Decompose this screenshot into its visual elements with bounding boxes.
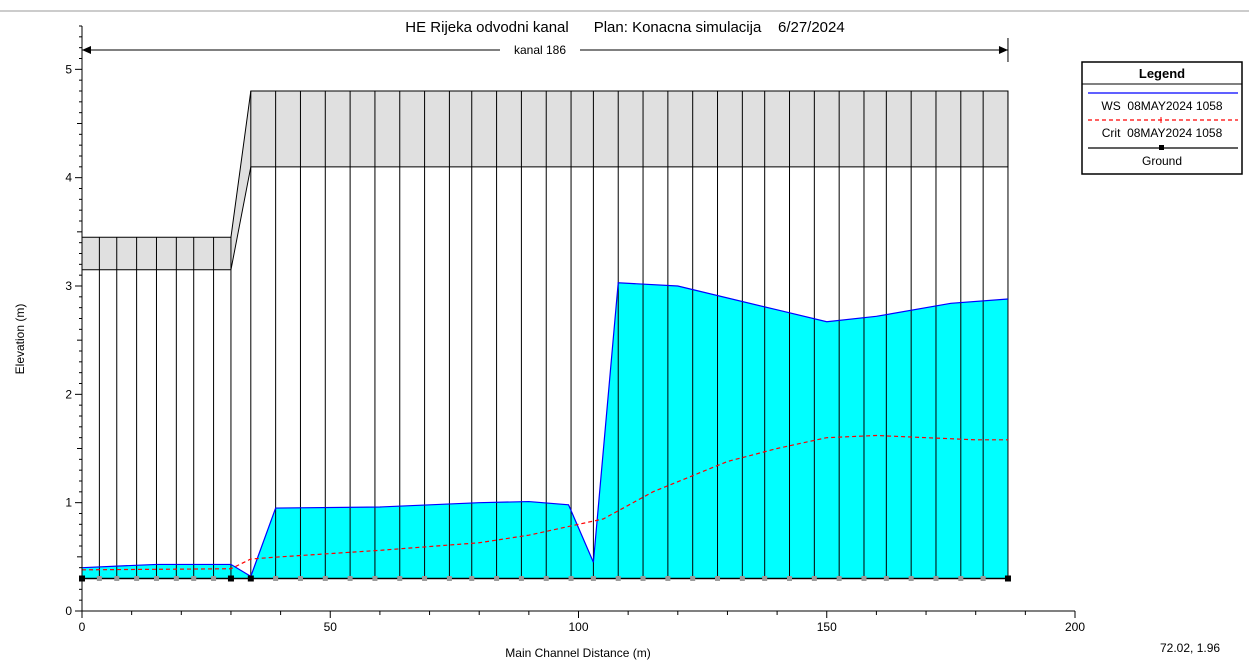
ground-point-marker: [173, 576, 179, 581]
ground-point-marker: [247, 575, 254, 582]
ground-point-marker: [114, 576, 120, 581]
ground-point-marker: [640, 576, 646, 581]
ground-point-marker: [958, 576, 964, 581]
ground-point-marker: [322, 576, 328, 581]
legend-entry-crit: Crit 08MAY2024 1058: [1102, 126, 1223, 140]
cursor-coordinate-readout: 72.02, 1.96: [1160, 641, 1221, 655]
ground-point-marker: [191, 576, 197, 581]
ground-point-marker: [615, 576, 621, 581]
ground-point-marker: [446, 576, 452, 581]
legend-ground-marker: [1159, 145, 1164, 150]
crit-series-line: [81, 434, 1008, 571]
legend-entry-ws: WS 08MAY2024 1058: [1101, 99, 1223, 113]
ground-point-marker: [153, 576, 159, 581]
ground-point-marker: [494, 576, 500, 581]
ground-point-marker: [518, 576, 524, 581]
ws-series-line: [81, 282, 1009, 578]
x-tick-label: 200: [1065, 620, 1085, 634]
ground-point-marker: [980, 576, 986, 581]
ground-point-marker: [568, 576, 574, 581]
ground-point-marker: [811, 576, 817, 581]
ground-point-marker: [836, 576, 842, 581]
ground-point-marker: [297, 576, 303, 581]
water-area: [82, 282, 1008, 579]
ground-point-marker: [372, 576, 378, 581]
ground-point-marker: [715, 576, 721, 581]
ground-point-marker: [422, 576, 428, 581]
reach-arrowhead-right: [998, 46, 1008, 54]
x-tick-label: 150: [817, 620, 837, 634]
ground-point-marker: [1004, 575, 1011, 582]
legend: Legend WS 08MAY2024 1058 Crit 08MAY2024 …: [1081, 61, 1243, 175]
ground-point-marker: [134, 576, 140, 581]
x-tick-label: 100: [568, 620, 588, 634]
x-axis-label: Main Channel Distance (m): [505, 646, 650, 660]
ground-point-marker: [543, 576, 549, 581]
reach-arrowhead-left: [82, 46, 91, 54]
y-tick-label: 3: [65, 279, 72, 293]
y-axis-label: Elevation (m): [13, 304, 27, 375]
axes: 0 50 100 150 200 0 1 2 3 4 5: [65, 25, 1085, 634]
legend-title: Legend: [1139, 66, 1185, 81]
ground-point-marker: [762, 576, 768, 581]
ground-point-marker: [861, 576, 867, 581]
ground-point-marker: [211, 576, 217, 581]
ground-point-marker: [739, 576, 745, 581]
x-tick-label: 0: [79, 620, 86, 634]
legend-frame: [1081, 61, 1243, 175]
ground-point-marker: [787, 576, 793, 581]
chart-title: HE Rijeka odvodni kanal Plan: Konacna si…: [405, 19, 844, 36]
y-tick-label: 4: [65, 171, 72, 185]
y-tick-label: 0: [65, 604, 72, 618]
culvert-structure: [81, 90, 1009, 271]
ground-point-marker: [469, 576, 475, 581]
reach-label: kanal 186: [514, 43, 566, 57]
ground-point-marker: [665, 576, 671, 581]
y-tick-label: 2: [65, 387, 72, 401]
plot-area: kanal 186: [79, 38, 1011, 582]
ground-point-marker: [908, 576, 914, 581]
ground-point-marker: [590, 576, 596, 581]
x-tick-label: 50: [324, 620, 338, 634]
ground-point-marker: [397, 576, 403, 581]
legend-entry-ground: Ground: [1142, 154, 1182, 168]
ground-point-marker: [347, 576, 353, 581]
ground-point-marker: [883, 576, 889, 581]
ground-point-marker: [227, 575, 234, 582]
y-tick-label: 5: [65, 62, 72, 76]
ground-point-marker: [933, 576, 939, 581]
ground-point-marker: [690, 576, 696, 581]
ground-point-marker: [96, 576, 102, 581]
ground-point-marker: [273, 576, 279, 581]
y-tick-label: 1: [65, 496, 72, 510]
